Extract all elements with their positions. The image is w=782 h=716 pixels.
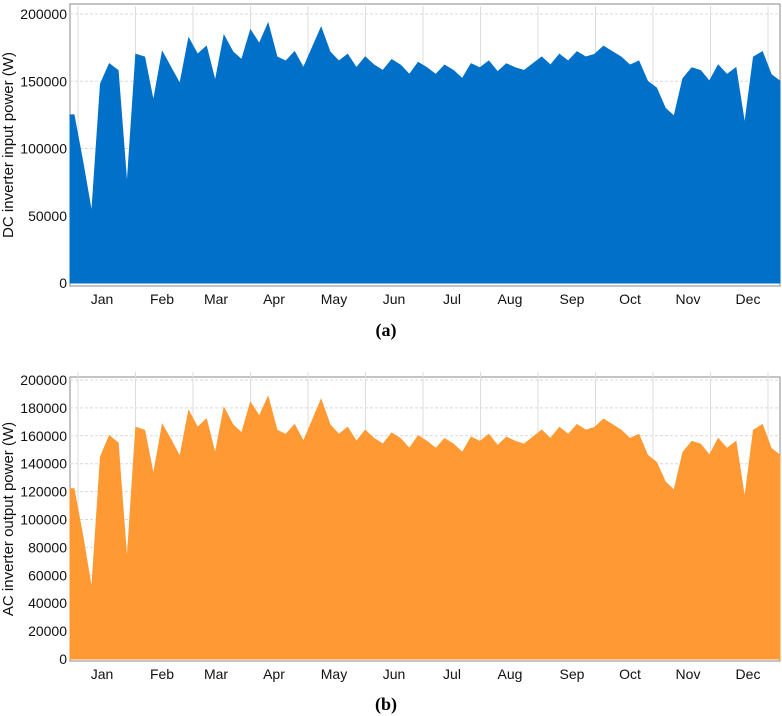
x-tick-label: Sep [560,666,585,682]
y-tick-label: 150000 [20,73,67,89]
x-tick-label: Nov [676,666,701,682]
x-tick-label: Mar [204,666,228,682]
chart-panel-ac: 0 20000 40000 60000 80000 100000 120000 140000 1… [0,372,781,715]
x-tick-label: May [321,291,347,307]
y-tick-label: 40000 [28,595,67,611]
y-tick-label: 100000 [20,512,67,528]
y-tick-label: 200000 [20,372,67,388]
x-tick-label: Mar [204,291,228,307]
x-tick-label: May [321,666,347,682]
x-tick-label: Jan [91,666,114,682]
y-tick-label: 50000 [28,208,67,224]
y-tick-label: 100000 [20,141,67,157]
x-tick-label: Apr [263,291,285,307]
x-tick-label: Feb [150,291,174,307]
y-ticks-dc: 0 50000 100000 150000 200000 [20,6,67,291]
x-tick-label: Nov [676,291,701,307]
y-tick-label: 180000 [20,400,67,416]
x-tick-label: Apr [263,666,285,682]
y-tick-label: 0 [59,275,67,291]
y-tick-label: 160000 [20,428,67,444]
chart-panel-dc: 0 50000 100000 150000 200000 Jan Feb Mar Apr May… [0,3,781,341]
y-axis-label-ac: AC inverter output power (W) [0,422,17,616]
x-tick-label: Oct [619,291,641,307]
x-tick-label: Sep [560,291,585,307]
x-tick-label: Jun [383,291,406,307]
x-tick-label: Oct [619,666,641,682]
panel-label-a: (a) [376,320,397,341]
x-tick-label: Jul [443,666,461,682]
area-series-path [69,21,781,284]
x-tick-label: Aug [498,666,523,682]
area-series-dc [69,21,781,284]
y-tick-label: 60000 [28,567,67,583]
y-tick-label: 80000 [28,539,67,555]
y-tick-label: 20000 [28,623,67,639]
y-tick-label: 140000 [20,456,67,472]
x-tick-label: Feb [150,666,174,682]
x-tick-label: Jan [91,291,114,307]
x-tick-label: Aug [498,291,523,307]
y-tick-label: 120000 [20,484,67,500]
x-ticks-ac: Jan Feb Mar Apr May Jun Jul Aug Sep Oct Nov Dec [91,666,761,682]
y-ticks-ac: 0 20000 40000 60000 80000 100000 120000 140000 1… [20,372,67,667]
area-series-ac [69,395,781,660]
x-tick-label: Dec [736,666,761,682]
area-series-path [69,395,781,660]
y-axis-label-dc: DC inverter input power (W) [0,52,17,238]
x-tick-label: Dec [736,291,761,307]
x-tick-label: Jul [443,291,461,307]
panel-label-b: (b) [375,694,397,715]
y-tick-label: 200000 [20,6,67,22]
y-tick-label: 0 [59,651,67,667]
x-ticks-dc: Jan Feb Mar Apr May Jun Jul Aug Sep Oct Nov Dec [91,291,761,307]
x-tick-label: Jun [383,666,406,682]
